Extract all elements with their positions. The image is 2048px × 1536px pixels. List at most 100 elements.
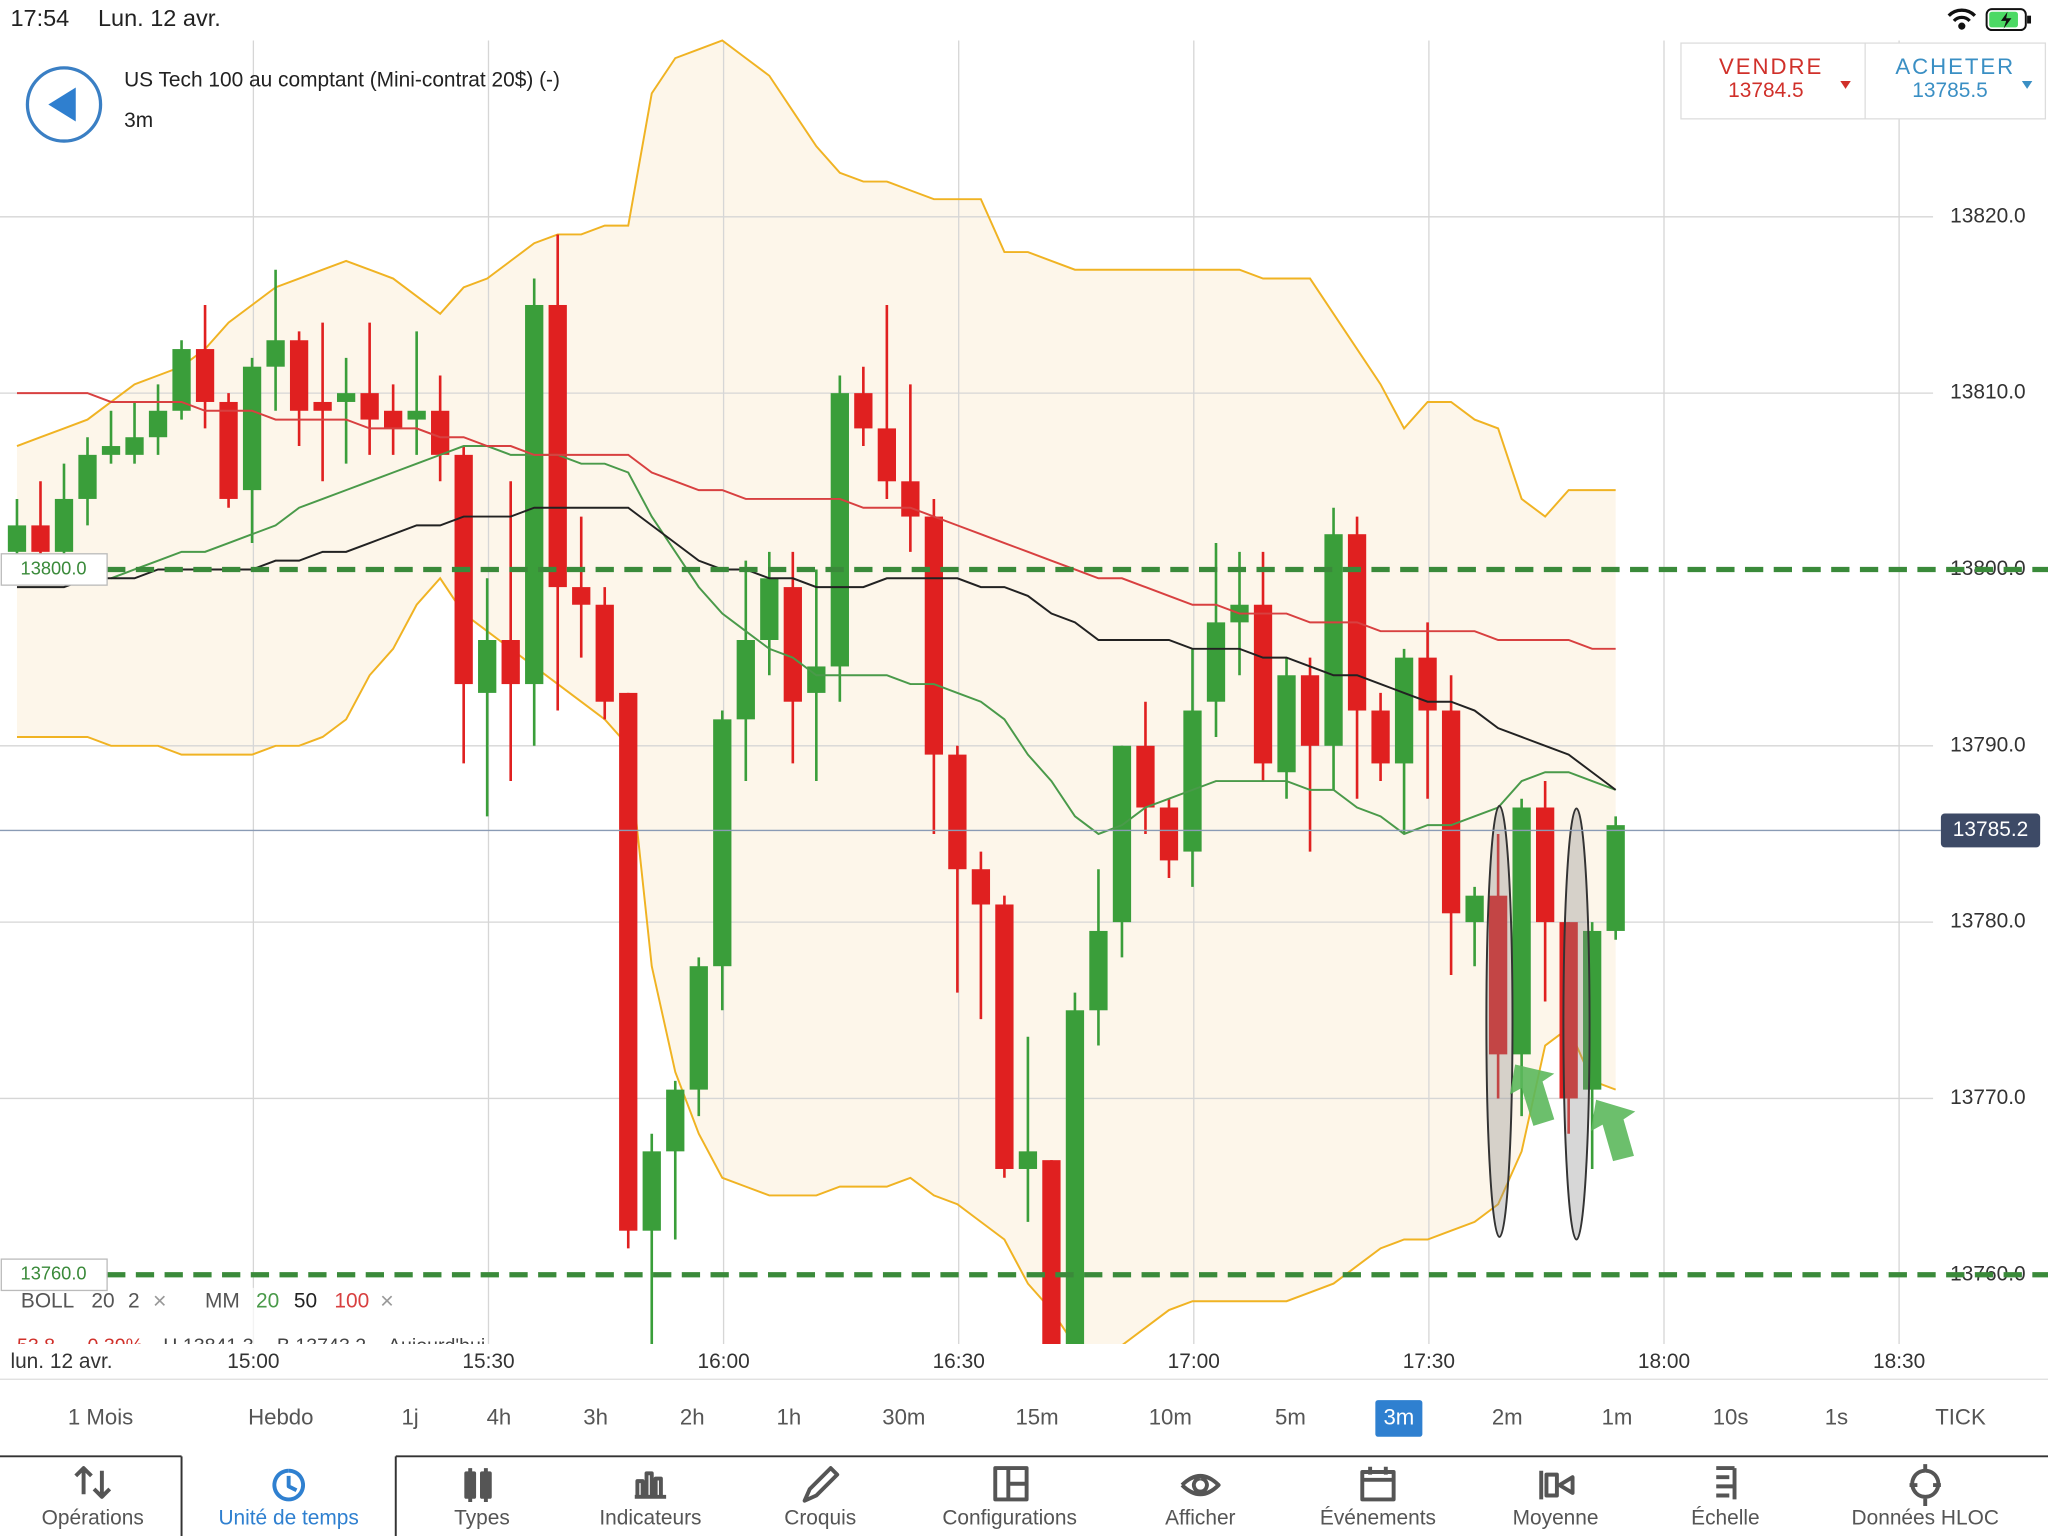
timeframe-label: 4h	[487, 1404, 512, 1429]
y-tick-label: 13820.0	[1950, 204, 2025, 227]
candle-body	[1300, 675, 1320, 746]
toolbar-button[interactable]: Indicateurs	[599, 1471, 702, 1530]
toolbar-icon	[1360, 1466, 1396, 1502]
toolbar-icon	[634, 1471, 667, 1499]
candle-body	[1065, 1010, 1085, 1344]
timeframe-button[interactable]: 15m	[1015, 1404, 1058, 1429]
boll-legend: 2	[128, 1290, 140, 1313]
candle-body	[760, 578, 779, 640]
candle-body	[1583, 930, 1602, 1090]
remove-icon[interactable]: ×	[153, 1287, 167, 1313]
boll-legend: 20	[91, 1290, 114, 1313]
candle-body	[666, 1089, 685, 1152]
candle-body	[54, 498, 74, 552]
timeframe-label: 1 Mois	[68, 1404, 133, 1429]
toolbar-button[interactable]: Configurations	[942, 1466, 1077, 1530]
timeframe-button[interactable]: 2h	[680, 1404, 705, 1429]
candle-body	[172, 349, 191, 411]
candle-body	[1512, 807, 1531, 1055]
candle-body	[783, 587, 802, 702]
timeframe-button[interactable]: 5m	[1275, 1404, 1306, 1429]
timeframe-label: 10s	[1713, 1404, 1749, 1429]
timeframe-button[interactable]: TICK	[1935, 1404, 1986, 1429]
timeframe-button[interactable]: 10s	[1713, 1404, 1749, 1429]
timeframe-button[interactable]: 1h	[777, 1404, 802, 1429]
toolbar-button[interactable]: Unité de temps	[218, 1468, 359, 1530]
timeframe-button[interactable]: 3h	[583, 1404, 608, 1429]
toolbar-icon	[802, 1466, 840, 1503]
sell-button[interactable]: VENDRE 13784.5	[1680, 42, 1866, 120]
timeframe-button[interactable]: 3m	[1375, 1400, 1423, 1437]
y-tick-label: 13790.0	[1950, 733, 2025, 756]
candle-body	[266, 340, 285, 367]
lower-panel	[0, 1344, 2048, 1536]
toolbar-button[interactable]: Événements	[1320, 1466, 1436, 1530]
stat: -53.8	[10, 1335, 55, 1357]
timeframe-button[interactable]: 1s	[1825, 1404, 1848, 1429]
toolbar-button[interactable]: Types	[454, 1468, 510, 1530]
timeframe-label: 3m	[1383, 1404, 1414, 1429]
toolbar-button[interactable]: Moyenne	[1513, 1470, 1599, 1530]
sell-label: VENDRE	[1719, 54, 1823, 79]
toolbar-label: Échelle	[1691, 1507, 1759, 1530]
candle-body	[148, 410, 168, 438]
toolbar-icon	[1539, 1470, 1575, 1500]
back-button[interactable]	[25, 66, 103, 143]
candle-body	[289, 340, 309, 411]
x-tick-label: 18:00	[1638, 1350, 1690, 1373]
candle-body	[1465, 895, 1484, 923]
buy-button[interactable]: ACHETER 13785.5	[1864, 42, 2047, 120]
clock: 17:54	[10, 5, 69, 31]
toolbar-label: Données HLOC	[1852, 1507, 1999, 1530]
sell-price: 13784.5	[1728, 79, 1803, 102]
candle-body	[478, 640, 497, 693]
candle-body	[995, 904, 1014, 1169]
toolbar-button[interactable]: Croquis	[784, 1466, 856, 1530]
toolbar-button[interactable]: Afficher	[1165, 1473, 1236, 1530]
toolbar-button[interactable]: Données HLOC	[1852, 1464, 1999, 1530]
timeframe-label: 2h	[680, 1404, 705, 1429]
candle-body	[1606, 825, 1625, 931]
timeframe-label: 3h	[583, 1404, 608, 1429]
timeframe-button[interactable]: 1m	[1602, 1404, 1633, 1429]
timeframe-button[interactable]: 1j	[401, 1404, 418, 1429]
toolbar-icon	[993, 1466, 1029, 1502]
candle-body	[642, 1151, 661, 1231]
mm-legend: 50	[294, 1290, 317, 1313]
timeframe-label: 10m	[1149, 1404, 1192, 1429]
candle-body	[313, 401, 332, 411]
last-price-box	[1940, 813, 2041, 848]
stat: Aujourd'hui	[388, 1335, 485, 1357]
candle-body	[242, 366, 262, 491]
toolbar-label: Unité de temps	[218, 1507, 358, 1530]
stat: B 13743.2	[277, 1335, 366, 1357]
stat: -0.39%	[81, 1335, 143, 1357]
candle-body	[1418, 657, 1437, 711]
toolbar-label: Croquis	[784, 1507, 856, 1530]
timeframe-label: 30m	[882, 1404, 925, 1429]
toolbar-button[interactable]: Échelle	[1691, 1466, 1760, 1530]
candle-body	[101, 446, 121, 455]
candle-body	[901, 481, 920, 517]
y-tick-label: 13810.0	[1950, 381, 2025, 404]
candle-body	[877, 428, 896, 482]
timeframe-button[interactable]: Hebdo	[248, 1404, 313, 1429]
boll-legend: BOLL	[21, 1290, 74, 1313]
period: 3m	[124, 109, 153, 132]
timeframe-button[interactable]: 4h	[487, 1404, 512, 1429]
timeframe-button[interactable]: 10m	[1149, 1404, 1192, 1429]
candle-body	[689, 966, 708, 1090]
x-tick-label: 17:00	[1168, 1350, 1220, 1373]
candle-body	[619, 692, 638, 1231]
candle-body	[125, 437, 144, 455]
timeframe-button[interactable]: 2m	[1492, 1404, 1523, 1429]
toolbar-icon	[272, 1468, 306, 1502]
timeframe-button[interactable]: 30m	[882, 1404, 925, 1429]
toolbar-button[interactable]: Opérations	[42, 1466, 144, 1530]
remove-icon[interactable]: ×	[380, 1287, 394, 1313]
timeframe-label: 1m	[1602, 1404, 1633, 1429]
toolbar-label: Moyenne	[1513, 1507, 1599, 1530]
timeframe-button[interactable]: 1 Mois	[68, 1404, 133, 1429]
x-tick-label: 16:30	[933, 1350, 985, 1373]
buy-price: 13785.5	[1912, 79, 1987, 102]
